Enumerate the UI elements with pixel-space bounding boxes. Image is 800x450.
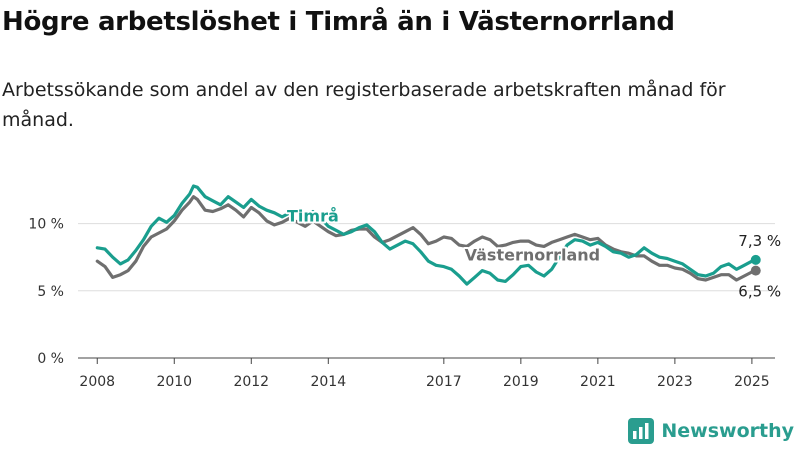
x-tick-label: 2025 [734,374,770,390]
y-axis-ticks: 0 % 5 % 10 % [28,217,64,367]
y-tick-label: 0 % [37,351,64,367]
series-labels: Timrå Västernorrland 7,3 % 6,5 % [285,205,781,301]
x-tick-label: 2014 [310,374,346,390]
end-point-timra [750,254,761,265]
x-tick-label: 2008 [79,374,115,390]
x-tick-label: 2021 [580,374,616,390]
x-tick-label: 2010 [156,374,192,390]
x-tick-label: 2023 [657,374,693,390]
end-point-vasternorrland [750,265,761,276]
series-line-vasternorrland [95,195,758,282]
x-tick-label: 2019 [503,374,539,390]
end-value-timra: 7,3 % [738,232,781,250]
y-tick-label: 10 % [28,217,64,233]
x-axis: 2008 2010 2012 2014 2017 2019 2021 2023 2025 [79,358,770,390]
end-value-vasternorrland: 6,5 % [738,283,781,301]
chart-title: Högre arbetslöshet i Timrå än i Västerno… [2,7,675,37]
series-name-timra: Timrå [287,207,339,226]
series-lines [95,184,761,286]
x-tick-label: 2012 [233,374,269,390]
newsworthy-logo: Newsworthy [628,418,794,444]
bar-chart-icon [628,418,655,444]
series-name-vasternorrland: Västernorrland [465,246,601,265]
brand-name: Newsworthy [661,420,794,442]
y-gridlines [78,223,775,359]
chart-subtitle: Arbetssökande som andel av den registerb… [2,79,726,131]
x-tick-label: 2017 [426,374,462,390]
series-line-timra [95,184,758,286]
y-tick-label: 5 % [37,284,64,300]
